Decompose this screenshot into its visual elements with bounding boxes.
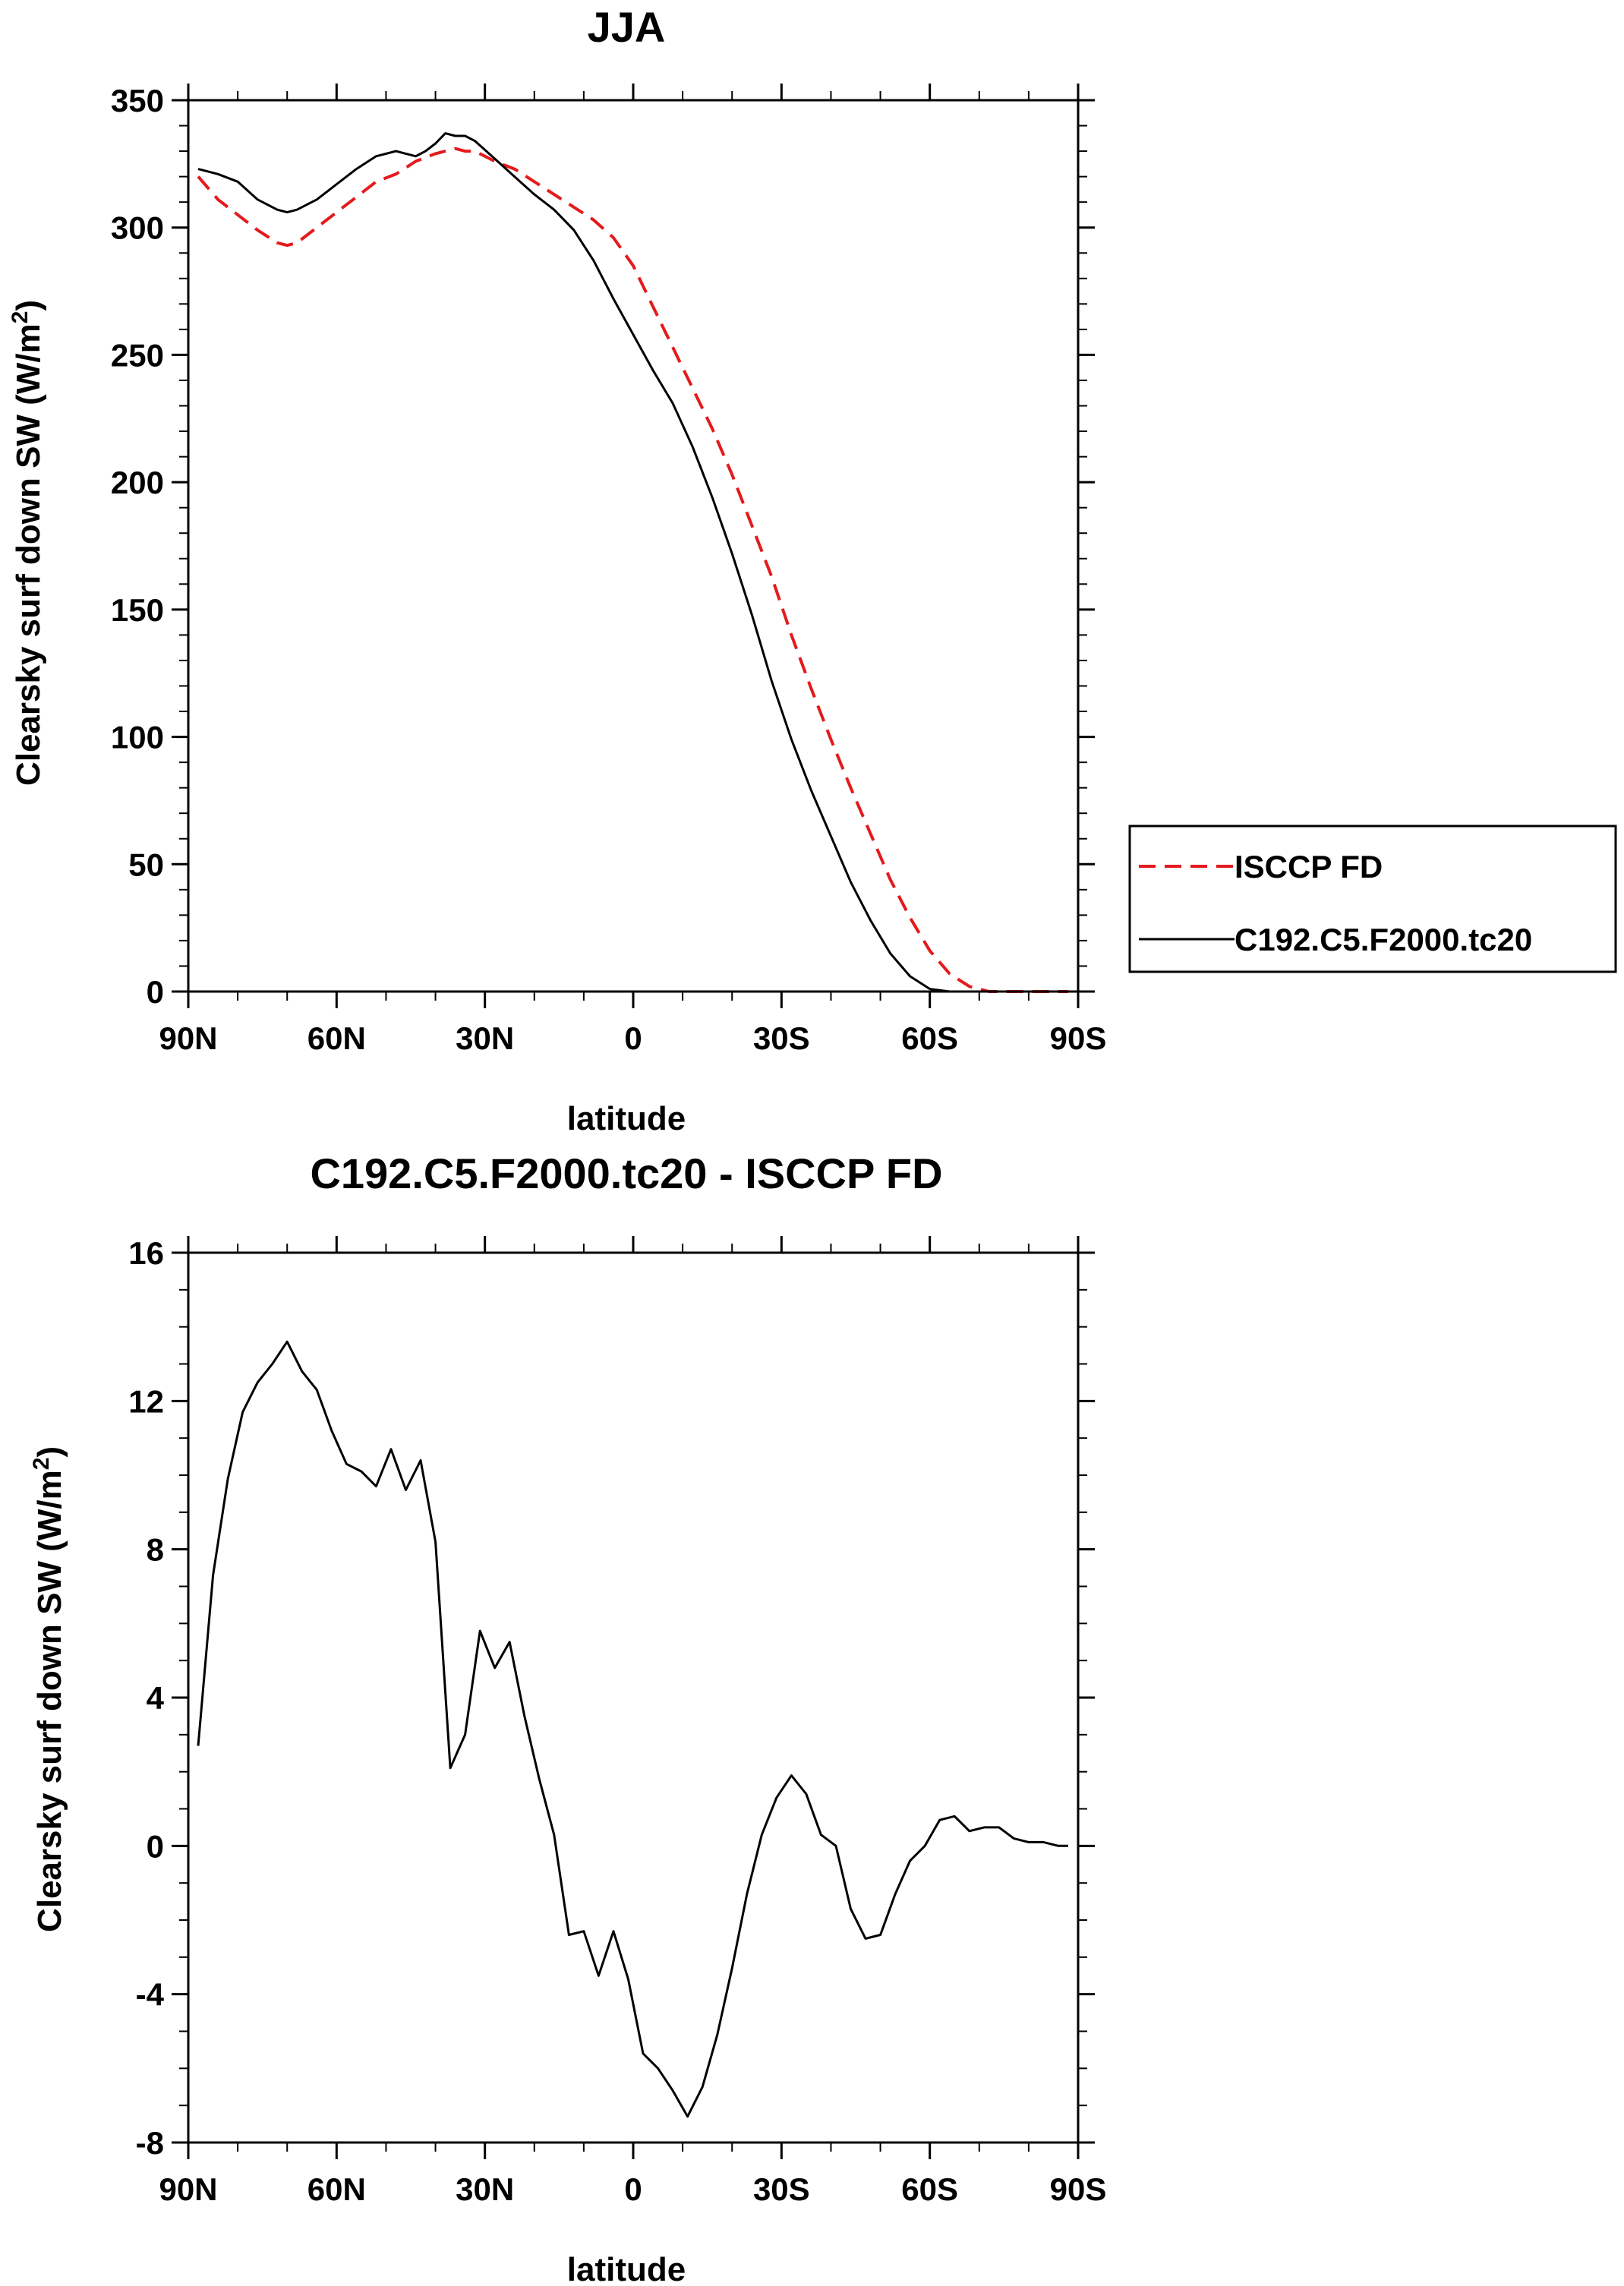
chart-title: C192.C5.F2000.tc20 - ISCCP FD	[310, 1149, 942, 1197]
y-axis-title-close: )	[10, 300, 47, 311]
y-tick-label: 0	[147, 1828, 164, 1864]
y-tick-label: -4	[136, 1977, 165, 2013]
x-tick-label: 0	[624, 1020, 642, 1056]
legend-box	[1128, 825, 1617, 973]
x-tick-label: 60N	[307, 2171, 366, 2207]
plot-area: 90N 60N 30N 0 30S 60S 90S 0 50 100 150 200 250 300 350	[111, 83, 1106, 1056]
series-line-c192-c5-f2000-tc20	[197, 132, 1068, 993]
y-tick-label: 0	[147, 974, 164, 1010]
x-tick-label: 30N	[456, 2171, 514, 2207]
series-line-c192-c5-f2000-tc20-isccp-fd	[197, 1340, 1068, 2118]
y-axis-title-superscript: 2	[29, 1458, 54, 1471]
y-tick-label: 250	[111, 337, 164, 373]
x-axis-title: latitude	[567, 2251, 686, 2286]
x-tick-label: 0	[624, 2171, 642, 2207]
chart-title: JJA	[588, 3, 666, 51]
y-tick-label: 350	[111, 83, 164, 118]
y-tick-label: 16	[128, 1235, 164, 1271]
y-tick-label: 12	[128, 1383, 164, 1419]
y-axis-title-main: Clearsky surf down SW (W/m	[31, 1470, 68, 1932]
y-axis-title-superscript: 2	[8, 311, 33, 324]
y-tick-label: 8	[147, 1532, 164, 1568]
series-line-isccp-fd	[197, 147, 1068, 993]
x-tick-label: 60N	[307, 1020, 366, 1056]
y-tick-label: 300	[111, 210, 164, 246]
legend: ISCCP FD C192.C5.F2000.tc20	[1128, 825, 1617, 973]
y-axis-title: Clearsky surf down SW (W/m2)	[8, 300, 47, 786]
chart-panel-difference: C192.C5.F2000.tc20 - ISCCP FD 90N 60N 30N 0…	[29, 1149, 1106, 2286]
x-tick-label: 30N	[456, 1020, 514, 1056]
legend-label-isccp: ISCCP FD	[1235, 849, 1383, 884]
y-axis-title-main: Clearsky surf down SW (W/m	[10, 323, 47, 786]
plot-frame	[187, 99, 1080, 993]
y-tick-label: -8	[136, 2125, 164, 2161]
y-tick-label: 200	[111, 465, 164, 500]
x-tick-label: 90S	[1050, 2171, 1107, 2207]
x-tick-label: 30S	[753, 1020, 810, 1056]
x-tick-label: 60S	[901, 1020, 958, 1056]
y-axis-title-close: )	[31, 1446, 68, 1458]
x-tick-label: 60S	[901, 2171, 958, 2207]
legend-label-model: C192.C5.F2000.tc20	[1235, 922, 1532, 957]
x-tick-label: 90N	[159, 1020, 217, 1056]
y-tick-label: 100	[111, 720, 164, 755]
y-tick-label: 50	[128, 847, 164, 882]
x-tick-label: 90N	[159, 2171, 217, 2207]
y-axis-title: Clearsky surf down SW (W/m2)	[29, 1446, 68, 1932]
x-tick-label: 90S	[1050, 1020, 1107, 1056]
plot-area: 90N 60N 30N 0 30S 60S 90S -8 -4 0 4 8 12 16	[128, 1235, 1106, 2207]
chart-panel-jja: JJA 90N 60N 30N 0 30S 60S 90S 0 50 100 150 200 250 30…	[8, 3, 1617, 1137]
x-tick-label: 30S	[753, 2171, 810, 2207]
x-axis-title: latitude	[567, 1100, 686, 1137]
y-tick-label: 4	[147, 1680, 165, 1716]
y-tick-label: 150	[111, 592, 164, 628]
